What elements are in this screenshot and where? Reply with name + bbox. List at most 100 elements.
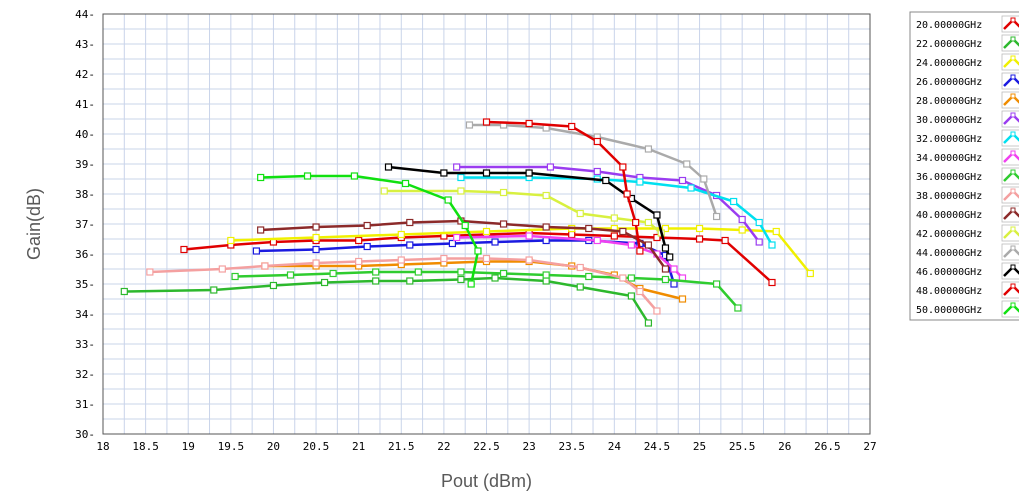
data-point xyxy=(312,245,320,254)
x-tick-label: 23.5 xyxy=(558,440,585,453)
data-point xyxy=(453,233,461,242)
data-point xyxy=(406,218,414,227)
series-line xyxy=(124,276,650,324)
legend-entry: 24.00000GHz xyxy=(916,53,1019,71)
data-point xyxy=(457,173,465,182)
data-point xyxy=(627,274,635,282)
y-tick-label: 36- xyxy=(75,248,95,261)
data-point xyxy=(670,280,678,288)
data-point xyxy=(180,245,188,254)
data-point xyxy=(499,220,508,228)
data-point xyxy=(499,188,508,197)
x-tick-label: 25 xyxy=(693,440,706,453)
legend-entry: 50.00000GHz xyxy=(916,300,1019,318)
legend-label: 44.00000GHz xyxy=(916,248,982,259)
x-tick-label: 26 xyxy=(778,440,791,453)
legend-entry: 22.00000GHz xyxy=(916,34,1019,52)
data-point xyxy=(644,218,653,227)
x-tick-label: 19.5 xyxy=(218,440,245,453)
legend-entry: 44.00000GHz xyxy=(916,243,1019,261)
data-point xyxy=(542,277,550,285)
data-point xyxy=(453,163,461,171)
series-line xyxy=(260,174,480,285)
data-point xyxy=(636,287,644,296)
x-tick-label: 24.5 xyxy=(644,440,671,453)
data-point xyxy=(231,272,239,281)
data-point xyxy=(320,278,329,287)
legend-entry: 20.00000GHz xyxy=(916,15,1019,33)
data-point xyxy=(661,224,670,233)
data-point xyxy=(457,275,465,284)
y-tick-label: 35- xyxy=(75,278,95,291)
data-point xyxy=(542,271,550,279)
legend-marker xyxy=(1010,55,1016,61)
data-point xyxy=(312,223,320,231)
legend-label: 46.00000GHz xyxy=(916,267,982,278)
data-point xyxy=(636,178,644,186)
legend-entry: 48.00000GHz xyxy=(916,281,1019,299)
series-9 xyxy=(231,268,742,312)
data-point xyxy=(687,184,695,192)
series-6 xyxy=(453,163,763,246)
data-point xyxy=(286,271,295,279)
x-tick-label: 26.5 xyxy=(814,440,841,453)
data-point xyxy=(491,274,499,282)
data-point xyxy=(700,175,708,183)
data-point xyxy=(269,281,278,290)
x-tick-label: 19 xyxy=(182,440,195,453)
data-point xyxy=(465,121,474,129)
data-point xyxy=(755,218,763,227)
data-point xyxy=(593,236,601,245)
plot-area xyxy=(102,13,871,435)
y-axis-title: Gain(dB) xyxy=(24,188,44,260)
legend-entry: 38.00000GHz xyxy=(916,186,1019,204)
x-tick-label: 24 xyxy=(608,440,622,453)
series-line xyxy=(460,176,774,246)
data-point xyxy=(440,254,448,263)
data-point xyxy=(474,247,482,255)
data-point xyxy=(372,277,380,285)
data-point xyxy=(546,163,555,171)
data-point xyxy=(218,265,226,273)
y-tick-label: 33- xyxy=(75,338,95,351)
y-tick-label: 40- xyxy=(75,128,95,141)
data-point xyxy=(261,262,269,270)
legend-entry: 32.00000GHz xyxy=(916,129,1019,147)
data-point xyxy=(401,179,410,188)
data-point xyxy=(312,233,320,242)
series-10 xyxy=(146,254,661,315)
data-point xyxy=(695,224,704,233)
series-3 xyxy=(227,224,814,278)
data-point xyxy=(120,287,128,296)
data-point xyxy=(252,247,260,255)
data-point xyxy=(738,226,746,234)
data-point xyxy=(695,235,704,243)
data-point xyxy=(350,172,359,180)
data-point xyxy=(678,295,687,303)
data-point xyxy=(397,256,405,264)
series-11 xyxy=(257,217,670,273)
data-point xyxy=(448,239,457,248)
data-point xyxy=(146,268,154,276)
y-tick-label: 41- xyxy=(75,98,95,111)
data-point xyxy=(678,176,687,185)
data-point xyxy=(568,122,576,131)
y-tick-label: 43- xyxy=(75,38,95,51)
y-tick-label: 34- xyxy=(75,308,95,321)
data-point xyxy=(414,268,422,276)
series-16 xyxy=(257,172,482,288)
data-point xyxy=(542,191,550,200)
legend-marker xyxy=(1010,112,1016,118)
data-point xyxy=(653,233,661,242)
data-point xyxy=(576,283,584,291)
data-point xyxy=(525,232,533,240)
data-point xyxy=(461,221,469,230)
data-point xyxy=(363,242,371,251)
data-point xyxy=(768,278,776,287)
legend-marker xyxy=(1010,131,1016,137)
data-point xyxy=(227,236,235,245)
data-point xyxy=(619,227,627,236)
data-point xyxy=(619,163,627,171)
series-12 xyxy=(380,187,665,237)
